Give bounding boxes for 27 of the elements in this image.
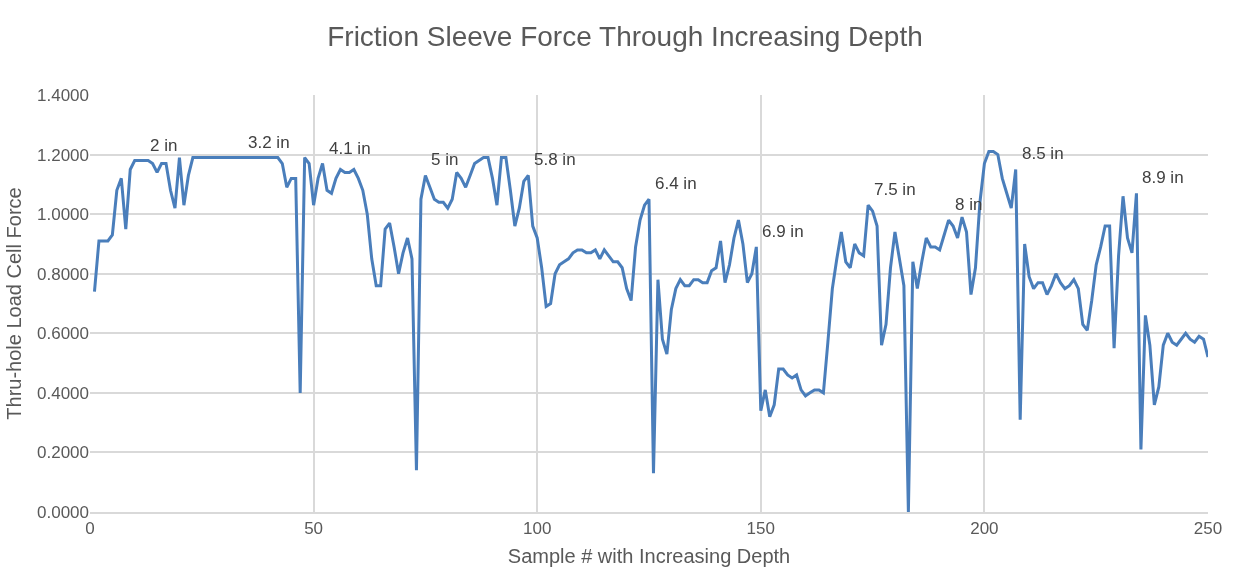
annotation: 5 in <box>431 150 459 169</box>
annotation: 8.5 in <box>1022 144 1064 163</box>
annotation: 8.9 in <box>1142 168 1184 187</box>
y-tick-label: 1.2000 <box>37 145 89 165</box>
chart-title: Friction Sleeve Force Through Increasing Depth <box>327 20 923 52</box>
x-axis-title: Sample # with Increasing Depth <box>507 545 791 568</box>
annotation: 4.1 in <box>329 139 371 158</box>
y-tick-label: 1.4000 <box>37 85 89 105</box>
y-tick-label: 1.0000 <box>37 205 89 225</box>
annotation: 6.4 in <box>655 174 697 193</box>
y-tick-label: 0.0000 <box>37 502 89 522</box>
annotation: 2 in <box>150 136 178 155</box>
y-tick-label: 0.8000 <box>37 264 89 284</box>
x-tick-label: 250 <box>1193 519 1223 539</box>
x-tick-label: 50 <box>304 519 324 539</box>
x-tick-label: 0 <box>85 519 95 539</box>
y-tick-label: 0.6000 <box>37 324 89 344</box>
annotation: 7.5 in <box>874 180 916 199</box>
y-tick-label: 0.4000 <box>37 383 89 403</box>
annotation: 6.9 in <box>762 222 804 241</box>
x-tick-label: 200 <box>970 519 999 539</box>
annotation: 5.8 in <box>534 150 576 169</box>
y-axis-title: Thru-hole Load Cell Force <box>2 187 25 420</box>
x-tick-label: 100 <box>523 519 552 539</box>
x-tick-label: 150 <box>746 519 775 539</box>
y-tick-label: 0.2000 <box>37 443 89 463</box>
annotation: 3.2 in <box>248 133 290 152</box>
